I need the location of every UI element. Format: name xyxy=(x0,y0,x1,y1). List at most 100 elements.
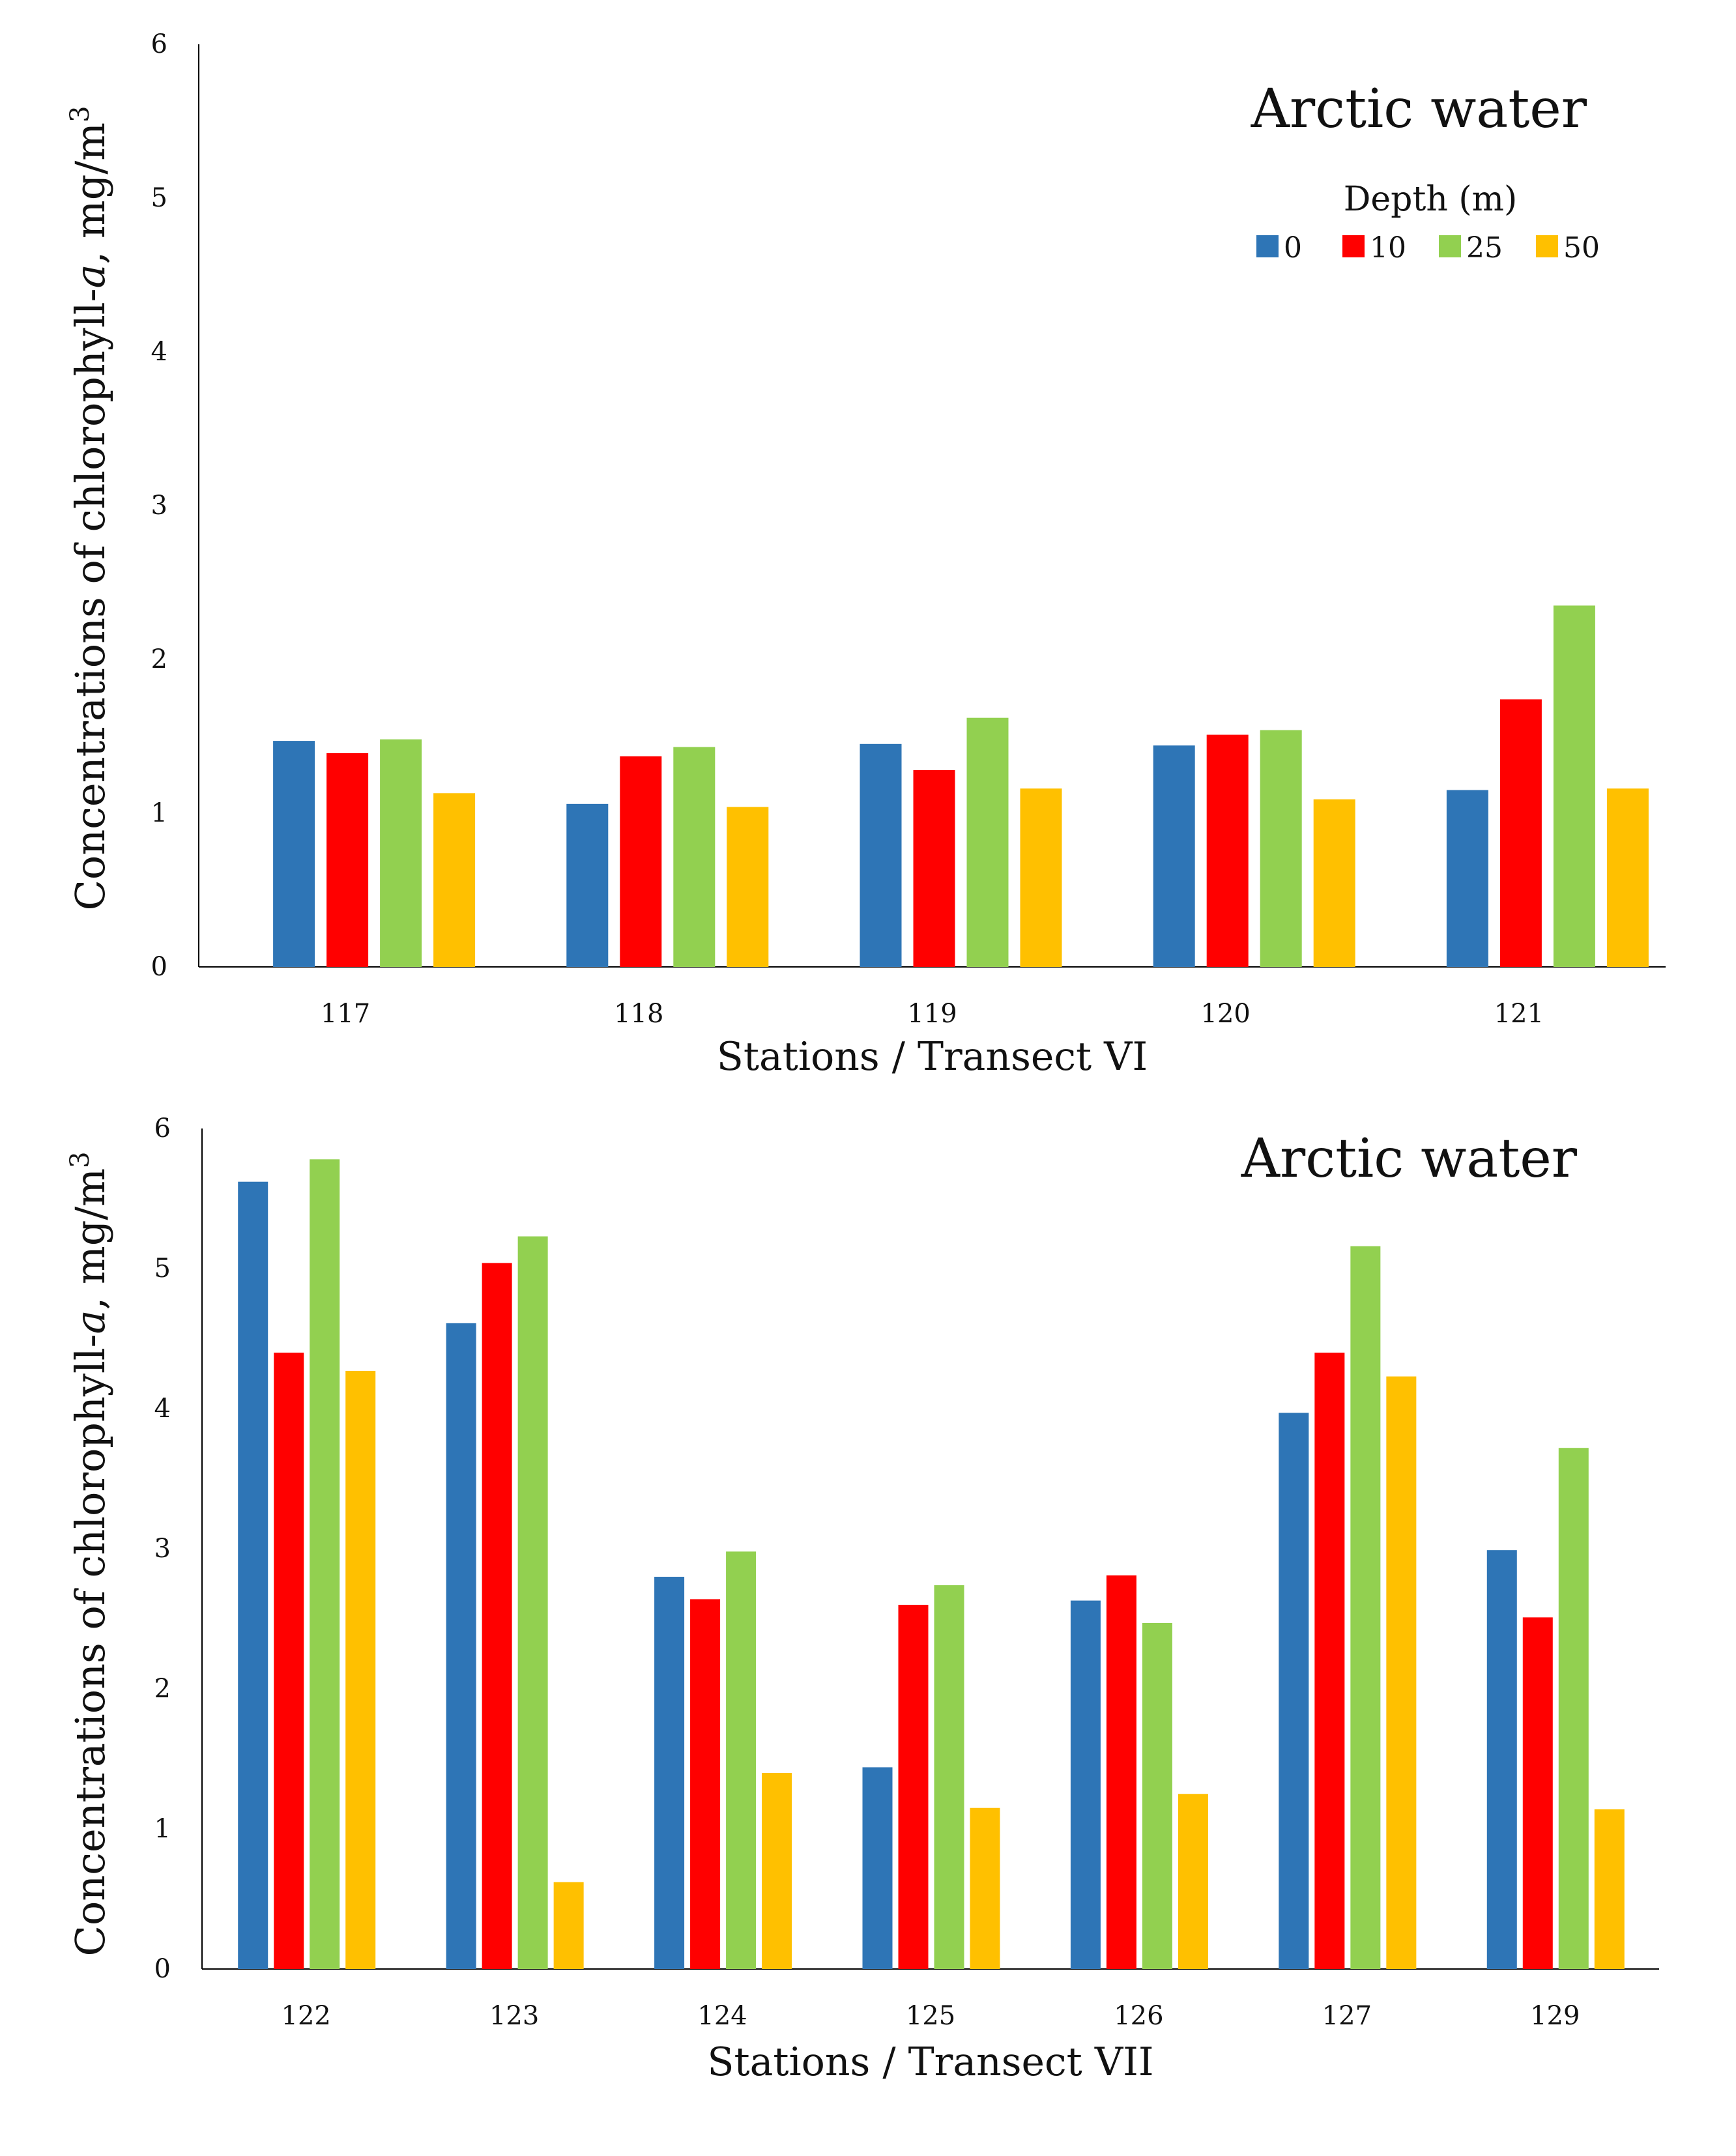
legend-label-depth-50: 50 xyxy=(1563,231,1600,265)
y-tick-label: 3 xyxy=(151,491,167,521)
bar-station-122-depth-25 xyxy=(310,1159,340,1969)
bar-station-118-depth-0 xyxy=(566,803,609,967)
bar-station-129-depth-0 xyxy=(1486,1550,1517,1969)
x-axis-label: Stations / Transect VI xyxy=(717,1034,1148,1080)
bar-station-127-depth-0 xyxy=(1279,1413,1309,1969)
y-tick-label: 5 xyxy=(154,1254,171,1284)
y-tick-label: 3 xyxy=(154,1534,171,1564)
y-tick-label: 4 xyxy=(154,1394,171,1424)
bar-station-119-depth-10 xyxy=(913,769,955,967)
bar-station-121-depth-10 xyxy=(1499,699,1542,967)
x-tick-label: 117 xyxy=(321,999,370,1029)
bar-station-124-depth-10 xyxy=(690,1599,721,1969)
legend-label-depth-10: 10 xyxy=(1370,231,1406,265)
chart-panel-transect-vi: 0 1 2 3 4 5 6 117 118 119 120 121 Stations / Transec… xyxy=(65,29,1666,1080)
chart-title: Arctic water xyxy=(1241,1128,1578,1190)
bar-station-122-depth-0 xyxy=(238,1181,268,1969)
bar-station-117-depth-50 xyxy=(433,793,476,967)
bar-station-124-depth-50 xyxy=(762,1773,792,1969)
legend: Depth (m) 0 10 25 50 xyxy=(1256,180,1600,265)
y-tick-label: 2 xyxy=(151,644,167,674)
bar-station-123-depth-0 xyxy=(446,1323,476,1969)
x-tick-label: 127 xyxy=(1322,2001,1372,2031)
y-tick-label: 6 xyxy=(154,1114,171,1143)
legend-title: Depth (m) xyxy=(1344,180,1518,219)
bar-station-119-depth-0 xyxy=(860,743,902,967)
x-axis-label: Stations / Transect VII xyxy=(707,2039,1153,2085)
bar-station-119-depth-50 xyxy=(1020,788,1062,967)
bar-station-122-depth-50 xyxy=(345,1370,376,1969)
bar-station-125-depth-0 xyxy=(862,1767,893,1969)
bar-station-120-depth-25 xyxy=(1260,730,1302,967)
y-axis-label: Concentrations of chlorophyll-a, mg/m3 xyxy=(65,106,114,910)
bar-station-117-depth-25 xyxy=(380,739,422,967)
x-tick-label: 129 xyxy=(1530,2001,1580,2031)
x-tick-label: 118 xyxy=(614,999,663,1029)
y-tick-label: 2 xyxy=(154,1674,171,1704)
x-tick-label: 124 xyxy=(697,2001,747,2031)
bar-station-117-depth-10 xyxy=(326,753,369,967)
bar-station-121-depth-50 xyxy=(1606,788,1649,967)
bar-station-124-depth-25 xyxy=(726,1551,757,1969)
y-axis-label-italic: a xyxy=(66,264,114,288)
bar-station-126-depth-50 xyxy=(1178,1794,1208,1969)
bar-station-117-depth-0 xyxy=(273,741,315,967)
legend-swatch-depth-50 xyxy=(1536,235,1558,257)
y-tick-label: 4 xyxy=(151,337,167,367)
x-tick-label: 126 xyxy=(1114,2001,1163,2031)
y-axis-label-prefix: Concentrations of chlorophyll- xyxy=(66,1334,114,1956)
bar-station-129-depth-50 xyxy=(1594,1809,1625,1969)
x-tick-label: 123 xyxy=(489,2001,539,2031)
bar-station-123-depth-25 xyxy=(517,1236,548,1969)
bar-station-123-depth-10 xyxy=(482,1263,512,1969)
x-tick-label: 119 xyxy=(907,999,957,1029)
bar-station-118-depth-10 xyxy=(620,756,662,967)
y-tick-label: 0 xyxy=(151,952,167,982)
bar-station-126-depth-25 xyxy=(1142,1622,1172,1969)
y-axis-label: Concentrations of chlorophyll-a, mg/m3 xyxy=(65,1151,114,1956)
bar-station-123-depth-50 xyxy=(553,1882,584,1969)
y-tick-label: 1 xyxy=(151,798,167,828)
y-tick-label: 1 xyxy=(154,1814,171,1844)
bar-station-125-depth-50 xyxy=(970,1807,1000,1969)
bar-station-121-depth-25 xyxy=(1553,605,1595,967)
y-tick-label: 5 xyxy=(151,183,167,213)
legend-swatch-depth-25 xyxy=(1439,235,1461,257)
y-tick-label: 6 xyxy=(151,29,167,59)
y-axis-label-suffix: , mg/m xyxy=(66,1168,114,1310)
bar-station-118-depth-50 xyxy=(727,807,769,967)
bar-station-127-depth-50 xyxy=(1386,1376,1417,1969)
legend-swatch-depth-0 xyxy=(1256,235,1279,257)
bar-station-129-depth-10 xyxy=(1522,1617,1553,1969)
x-tick-label: 125 xyxy=(906,2001,955,2031)
chart-title: Arctic water xyxy=(1251,78,1587,140)
y-axis-label-prefix: Concentrations of chlorophyll- xyxy=(66,288,114,910)
y-axis-label-italic: a xyxy=(66,1310,114,1334)
bar-station-119-depth-25 xyxy=(966,717,1009,967)
bar-station-126-depth-0 xyxy=(1070,1600,1101,1969)
bar-station-120-depth-10 xyxy=(1206,734,1249,967)
y-tick-label: 0 xyxy=(154,1954,171,1984)
bar-station-125-depth-25 xyxy=(934,1585,964,1969)
legend-label-depth-0: 0 xyxy=(1284,231,1302,265)
bar-station-121-depth-0 xyxy=(1446,790,1488,967)
x-tick-label: 121 xyxy=(1494,999,1544,1029)
bar-station-125-depth-10 xyxy=(898,1605,929,1969)
bar-station-127-depth-10 xyxy=(1314,1353,1345,1969)
bar-station-120-depth-50 xyxy=(1313,799,1355,967)
y-axis-label-suffix: , mg/m xyxy=(66,122,114,265)
y-axis-label-superscript: 3 xyxy=(65,1151,95,1168)
legend-label-depth-25: 25 xyxy=(1466,231,1503,265)
bar-station-122-depth-10 xyxy=(274,1353,304,1969)
x-tick-label: 120 xyxy=(1201,999,1251,1029)
x-tick-label: 122 xyxy=(282,2001,331,2031)
bar-station-124-depth-0 xyxy=(654,1577,685,1969)
bar-station-118-depth-25 xyxy=(673,747,716,967)
bar-station-120-depth-0 xyxy=(1153,745,1195,967)
y-axis-label-superscript: 3 xyxy=(65,106,95,122)
bar-station-129-depth-25 xyxy=(1558,1448,1589,1969)
bar-station-126-depth-10 xyxy=(1106,1575,1136,1969)
bar-station-127-depth-25 xyxy=(1350,1246,1381,1969)
